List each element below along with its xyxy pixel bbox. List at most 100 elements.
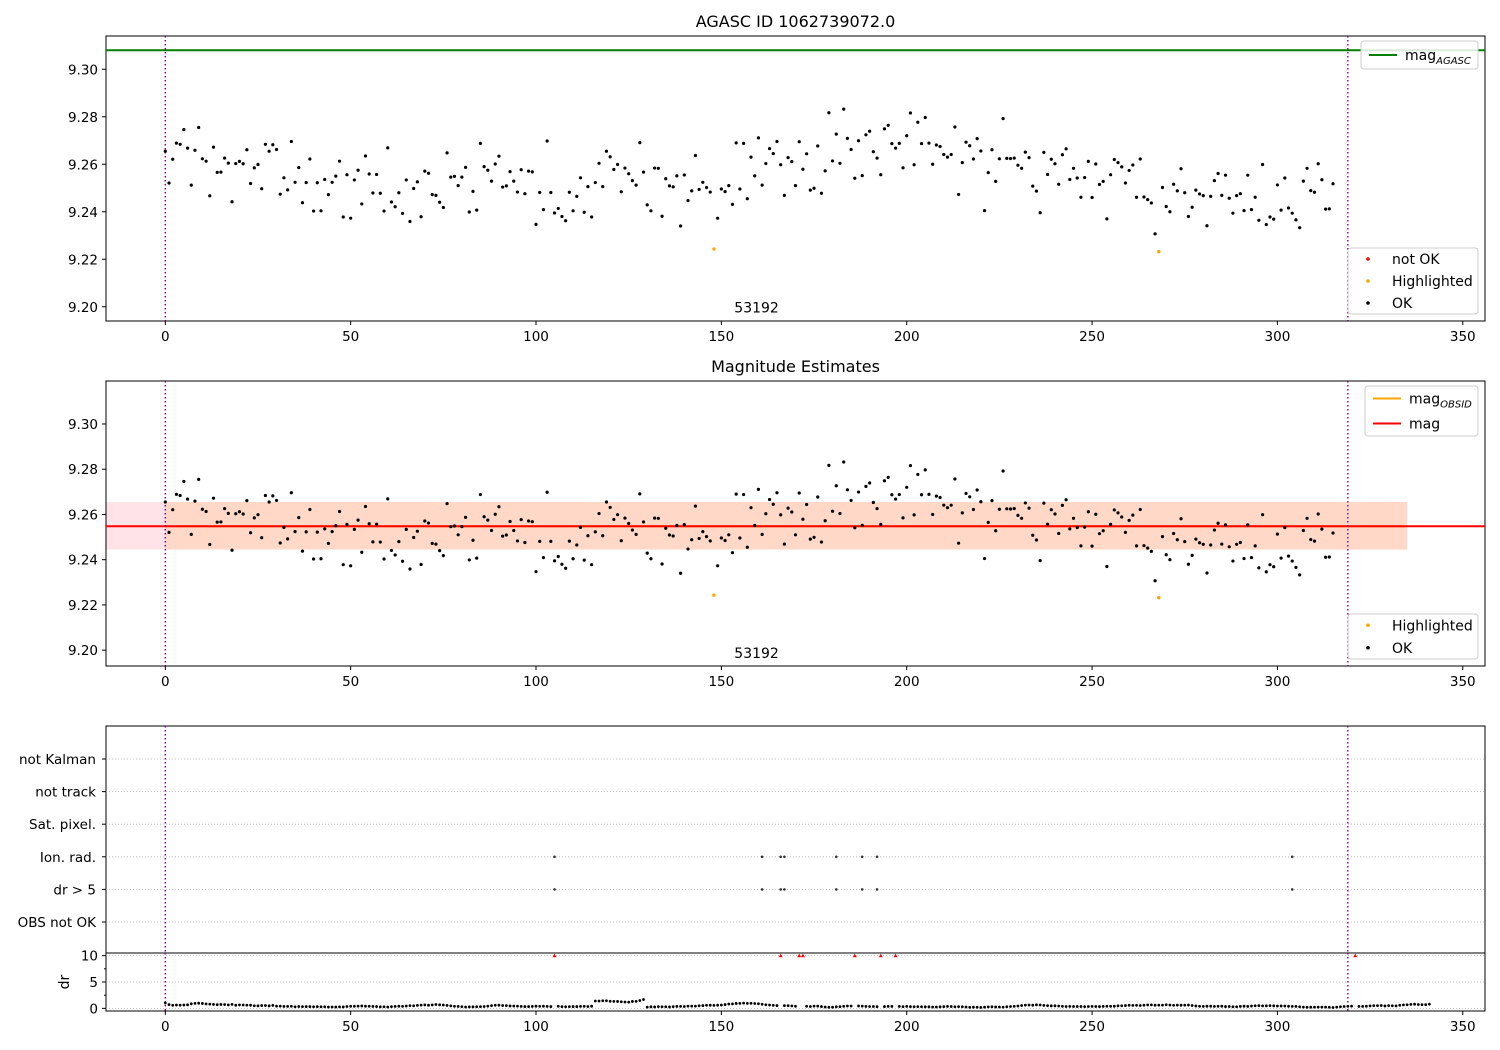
- dr-point: [245, 1003, 249, 1007]
- dr-point: [1001, 1005, 1005, 1009]
- ok-point: [1020, 516, 1024, 520]
- ok-point: [1175, 189, 1179, 193]
- ok-point: [927, 141, 931, 145]
- ok-point: [1127, 518, 1131, 522]
- flag-point: [779, 888, 782, 891]
- dr-point: [386, 1005, 390, 1009]
- ok-point: [311, 557, 316, 561]
- legend-label-subscript: AGASC: [1435, 56, 1471, 67]
- legend-label-subscript: OBSID: [1440, 400, 1472, 411]
- ok-point: [523, 540, 527, 545]
- ok-point: [760, 183, 764, 187]
- ok-point: [349, 564, 353, 568]
- ok-point: [445, 501, 449, 506]
- ok-point: [1112, 157, 1116, 162]
- dr-point: [1409, 1003, 1413, 1006]
- dr-point: [794, 1004, 797, 1008]
- ok-point: [934, 494, 938, 498]
- ok-point: [504, 533, 508, 537]
- ok-point: [189, 183, 193, 187]
- flag-point: [779, 855, 782, 859]
- ok-point: [1079, 195, 1083, 199]
- dr-point: [304, 1005, 308, 1008]
- ok-point: [308, 157, 312, 161]
- ok-point: [597, 511, 601, 516]
- ok-point: [163, 500, 167, 504]
- dr-point: [278, 1004, 282, 1008]
- ok-point: [919, 141, 924, 146]
- ok-point: [478, 492, 483, 497]
- ok-point: [782, 193, 786, 197]
- ok-point: [1172, 182, 1176, 186]
- ok-point: [311, 209, 316, 213]
- dr-point: [1357, 1004, 1361, 1008]
- x-tick-label: 250: [1079, 674, 1105, 690]
- dr-point: [1020, 1004, 1024, 1007]
- ok-point: [549, 190, 553, 195]
- dr-point: [567, 1005, 571, 1009]
- ok-point: [1108, 173, 1113, 177]
- ok-point: [1049, 157, 1053, 161]
- ok-point: [1309, 537, 1313, 542]
- dr-point: [668, 1005, 671, 1009]
- dr-point: [664, 1005, 668, 1009]
- ok-point: [1042, 501, 1046, 505]
- dr-point: [482, 1005, 486, 1008]
- ok-point: [397, 191, 401, 195]
- ok-point: [271, 143, 275, 147]
- dr-point: [719, 1003, 723, 1007]
- ok-point: [945, 155, 950, 159]
- ok-point: [719, 187, 723, 191]
- ok-point: [323, 527, 327, 531]
- x-tick-label: 50: [342, 1019, 359, 1035]
- ok-point: [819, 540, 824, 544]
- ok-point: [382, 209, 386, 213]
- ok-point: [1275, 183, 1280, 187]
- flag-category-label: not track: [35, 785, 96, 801]
- ok-point: [912, 163, 916, 167]
- ok-point: [868, 129, 872, 133]
- ok-point: [1016, 513, 1020, 517]
- dr-point: [282, 1005, 286, 1008]
- ok-point: [178, 493, 182, 498]
- ok-point: [171, 157, 175, 161]
- dr-point: [701, 1004, 705, 1007]
- dr-point: [1383, 1004, 1387, 1008]
- ok-point: [1108, 522, 1113, 527]
- ok-point: [682, 173, 686, 177]
- ok-point: [234, 512, 238, 516]
- ok-point: [1290, 559, 1294, 563]
- dr-point: [634, 1000, 638, 1003]
- ok-point: [775, 139, 779, 144]
- dr-point: [630, 1000, 634, 1003]
- ok-point: [345, 173, 349, 177]
- ok-point: [590, 215, 594, 219]
- ok-point: [853, 176, 857, 180]
- ok-point: [400, 559, 405, 563]
- ok-point: [452, 524, 457, 528]
- dr-point: [708, 1003, 712, 1007]
- ok-point: [727, 184, 731, 188]
- x-tick-label: 50: [342, 329, 359, 345]
- ok-point: [990, 499, 994, 503]
- ok-point: [1179, 517, 1183, 521]
- dr-point: [1235, 1005, 1239, 1009]
- ok-point: [812, 535, 816, 539]
- ok-point: [1160, 535, 1165, 539]
- ok-point: [501, 185, 505, 189]
- ok-point: [1179, 167, 1183, 171]
- ok-point: [1186, 562, 1191, 566]
- dr-point: [334, 1005, 338, 1009]
- ok-point: [1045, 522, 1050, 526]
- ok-point: [960, 160, 964, 165]
- dr-point: [645, 1005, 649, 1009]
- ok-point: [953, 477, 957, 481]
- ok-point: [1253, 195, 1257, 199]
- ok-point: [1105, 564, 1109, 569]
- ok-point: [901, 516, 905, 520]
- ok-point: [1149, 201, 1153, 205]
- dr-point: [1161, 1003, 1164, 1007]
- dr-point: [905, 1004, 909, 1008]
- ok-point: [1260, 513, 1265, 517]
- ok-point: [1134, 544, 1139, 548]
